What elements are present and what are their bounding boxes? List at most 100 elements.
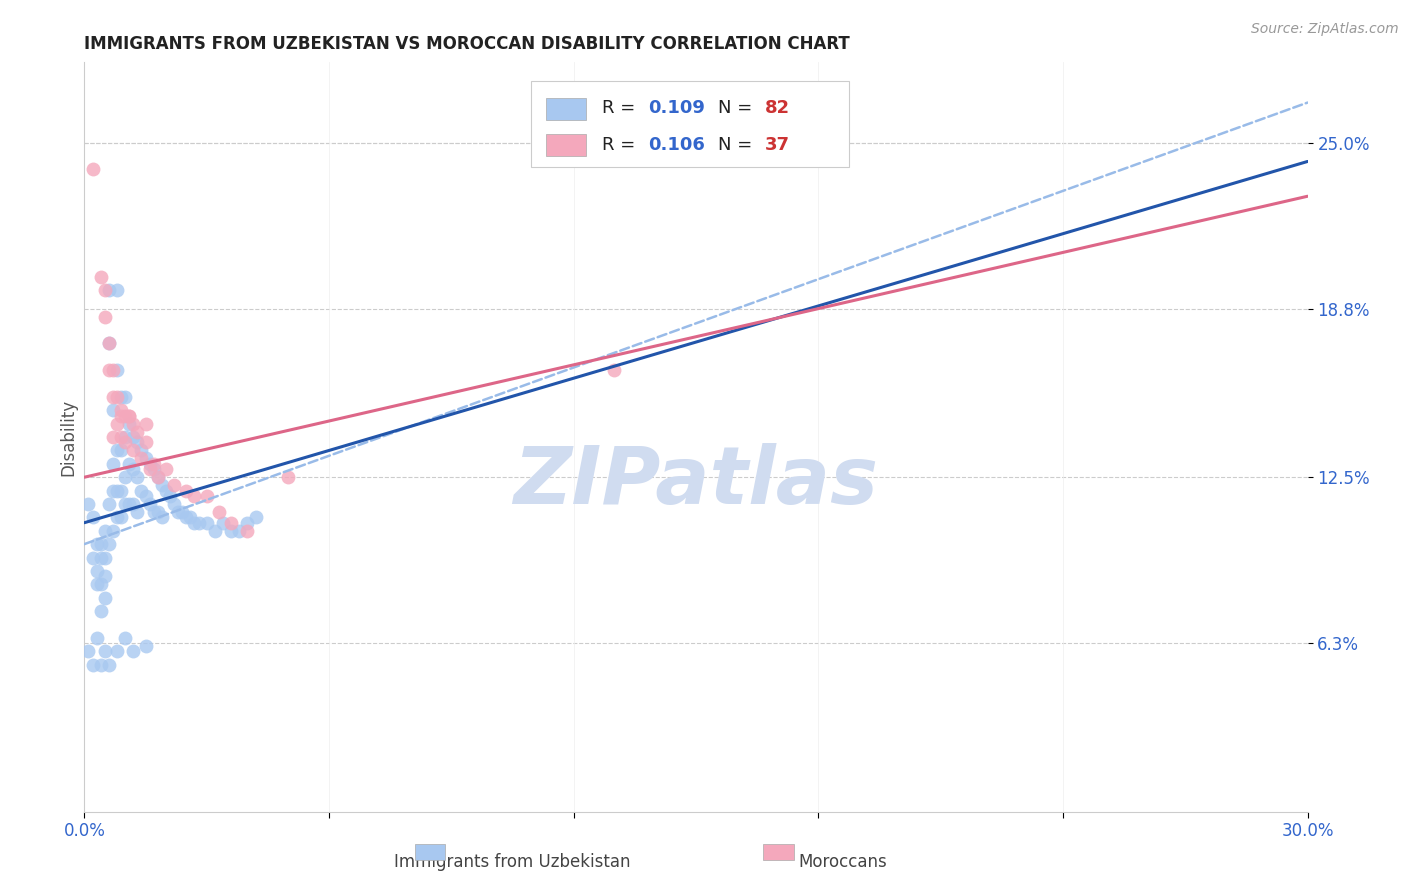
Point (86, 631, 108, 645)
Point (150, 510, 173, 524)
Point (159, 489, 181, 503)
Point (110, 390, 132, 404)
Y-axis label: Disability: Disability (59, 399, 77, 475)
Point (155, 462, 177, 476)
Point (101, 430, 124, 444)
Point (90, 550, 112, 565)
Point (179, 510, 201, 524)
Point (219, 516, 242, 530)
Point (150, 478, 173, 492)
Point (208, 505, 231, 519)
Point (118, 457, 141, 471)
Point (90, 577, 112, 591)
Text: N =: N = (718, 99, 758, 117)
Point (110, 409, 132, 423)
Point (101, 363, 124, 377)
Point (163, 478, 186, 492)
Point (195, 516, 218, 530)
Point (105, 363, 128, 377)
Point (90, 604, 112, 618)
Point (86, 537, 108, 551)
Text: R =: R = (602, 99, 641, 117)
Point (82, 510, 104, 524)
Point (127, 505, 149, 519)
Point (228, 524, 250, 538)
Point (167, 505, 190, 519)
Point (122, 462, 145, 476)
Point (101, 390, 124, 404)
Point (204, 524, 226, 538)
Point (172, 505, 194, 519)
Point (118, 497, 141, 511)
Point (135, 435, 157, 450)
Point (97, 537, 120, 551)
Point (118, 409, 141, 423)
Point (118, 417, 141, 431)
Point (277, 470, 299, 484)
Point (236, 516, 259, 530)
Point (131, 451, 153, 466)
Point (236, 524, 259, 538)
Point (146, 470, 169, 484)
Bar (546, 97, 586, 120)
Point (101, 457, 124, 471)
Point (195, 489, 218, 503)
Point (110, 483, 132, 498)
Point (131, 443, 153, 458)
Point (105, 390, 128, 404)
Point (127, 470, 149, 484)
Point (93, 310, 115, 324)
Point (101, 524, 124, 538)
Point (77, 497, 100, 511)
Point (114, 390, 136, 404)
Point (142, 505, 165, 519)
Point (105, 483, 128, 498)
Point (187, 516, 209, 530)
Point (93, 644, 115, 658)
Point (101, 483, 124, 498)
Point (122, 443, 145, 458)
Point (127, 425, 149, 439)
Text: ZIPatlas: ZIPatlas (513, 443, 879, 521)
Point (138, 462, 160, 476)
Text: Source: ZipAtlas.com: Source: ZipAtlas.com (1251, 22, 1399, 37)
Point (174, 510, 197, 524)
Point (90, 537, 112, 551)
Text: Immigrants from Uzbekistan: Immigrants from Uzbekistan (394, 853, 631, 871)
Point (603, 363, 626, 377)
Point (93, 283, 115, 297)
Text: 0.106: 0.106 (648, 136, 706, 153)
Point (97, 363, 120, 377)
Bar (415, 844, 446, 861)
Point (146, 505, 169, 519)
Point (114, 470, 136, 484)
Point (131, 483, 153, 498)
Point (155, 483, 177, 498)
Text: Moroccans: Moroccans (799, 853, 887, 871)
Point (105, 443, 128, 458)
Point (114, 631, 136, 645)
Point (122, 430, 145, 444)
Point (97, 336, 120, 351)
Point (114, 435, 136, 450)
Point (135, 639, 157, 653)
Point (86, 577, 108, 591)
Text: N =: N = (718, 136, 758, 153)
Point (183, 516, 205, 530)
Point (138, 497, 160, 511)
Point (90, 269, 112, 284)
Point (110, 510, 132, 524)
Point (114, 497, 136, 511)
Point (183, 489, 205, 503)
Point (110, 443, 132, 458)
Point (174, 483, 197, 498)
Point (127, 435, 149, 450)
Point (93, 524, 115, 538)
Point (135, 417, 157, 431)
Point (114, 409, 136, 423)
Text: 0.109: 0.109 (648, 99, 706, 117)
Point (101, 403, 124, 417)
Point (82, 657, 104, 672)
Text: 37: 37 (765, 136, 790, 153)
Point (93, 569, 115, 583)
